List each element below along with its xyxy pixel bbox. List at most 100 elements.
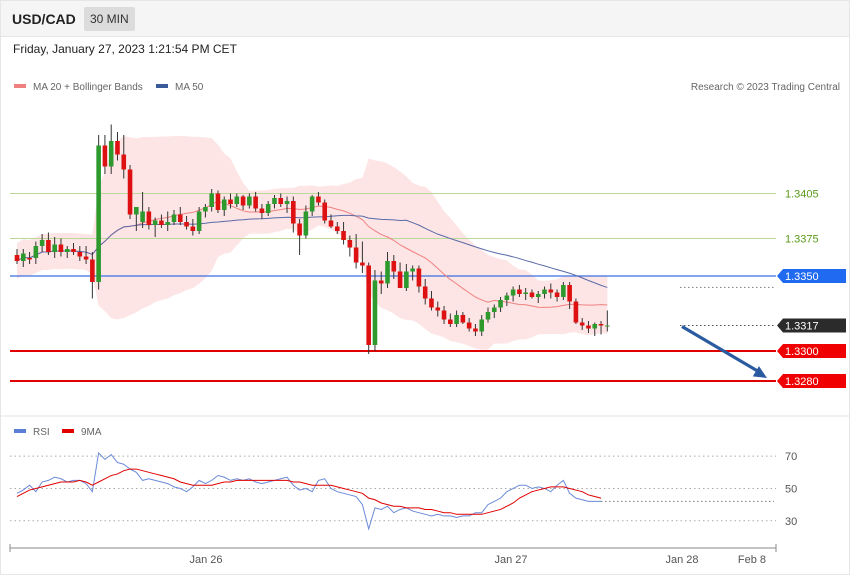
candle [378,271,384,294]
candle-body [448,319,453,324]
candle-body [404,271,409,288]
candle-body [284,201,290,204]
candle-body [378,280,384,284]
candle-body [429,298,434,308]
candle [159,214,164,228]
candle [71,243,76,255]
candle [517,285,522,297]
candle-body [291,201,296,224]
projection-arrow-head [752,366,767,378]
candle [146,207,152,230]
candle-body [473,328,478,332]
candle [228,193,233,209]
candle-body [203,207,208,212]
candle-body [177,214,183,222]
candle [404,264,409,291]
candle-body [64,249,70,252]
candle [102,135,108,174]
candle [410,265,415,281]
candle [372,270,378,351]
support-tag [777,374,846,388]
candle-body [485,312,491,320]
candle-body [385,261,390,284]
candle-body [397,271,403,288]
candle-body [184,222,189,227]
candle [184,216,189,230]
candle [429,291,434,311]
candle-body [328,220,334,227]
candle [316,192,321,206]
candle [234,193,240,207]
candle-body [71,249,76,252]
candle-body [548,289,554,293]
x-tick-label: Jan 27 [494,554,527,566]
candle [466,318,472,332]
candle-body [134,207,139,215]
candle-body [353,247,359,263]
candle [573,298,579,324]
candle [328,214,334,228]
projection-arrow-shaft [681,325,762,375]
candle [479,315,485,336]
chart-header: USD/CAD 30 MIN [0,0,850,37]
candle-body [297,223,302,236]
bollinger-band [17,135,608,350]
candle-body [165,222,171,225]
candle [240,195,246,210]
candle [278,193,284,207]
candle [196,207,202,234]
candle [27,252,32,264]
candle-body [33,246,39,258]
candle-body [605,325,610,327]
candle-body [517,289,522,294]
candle [291,196,296,233]
candle [441,306,447,324]
rsi-ma-line [16,468,602,515]
timeframe-badge[interactable]: 30 MIN [84,7,135,31]
candle [272,195,277,209]
candle-body [561,285,566,297]
candle-body [127,169,133,215]
candle-body [422,286,428,299]
candle [108,124,114,174]
candle [127,165,133,219]
last-price-tag [777,318,846,333]
level-label: 1.3375 [785,234,819,246]
level-label: 1.3317 [785,321,819,333]
candle [366,262,371,354]
candle-body [190,226,196,231]
candle-body [303,211,309,236]
candle [454,310,459,327]
candle-body [240,196,246,206]
candle [83,246,89,264]
candle [203,204,208,218]
candle-body [52,244,57,252]
candle [391,255,397,279]
candle-body [316,196,321,203]
level-label: 1.3300 [785,346,819,358]
candle-body [491,307,497,312]
candle [46,232,51,255]
candle [253,192,258,212]
candle-body [140,211,145,222]
candle [134,207,139,231]
candle-body [554,292,560,297]
candle-body [171,214,177,222]
candle-body [278,198,284,204]
candle-body [234,196,240,204]
candle [504,292,510,306]
candle-body [196,211,202,231]
candle-body [579,322,585,326]
candle-body [529,292,535,297]
candle-body [479,319,485,332]
candle-body [215,193,221,210]
candle [58,238,64,257]
legend-swatch [14,84,26,88]
candle [498,297,503,312]
candle [33,241,39,264]
candle-body [510,289,516,296]
candle [485,307,491,323]
candle-body [90,259,95,282]
candle [360,241,365,273]
credit-text: Research © 2023 Trading Central [691,82,840,93]
